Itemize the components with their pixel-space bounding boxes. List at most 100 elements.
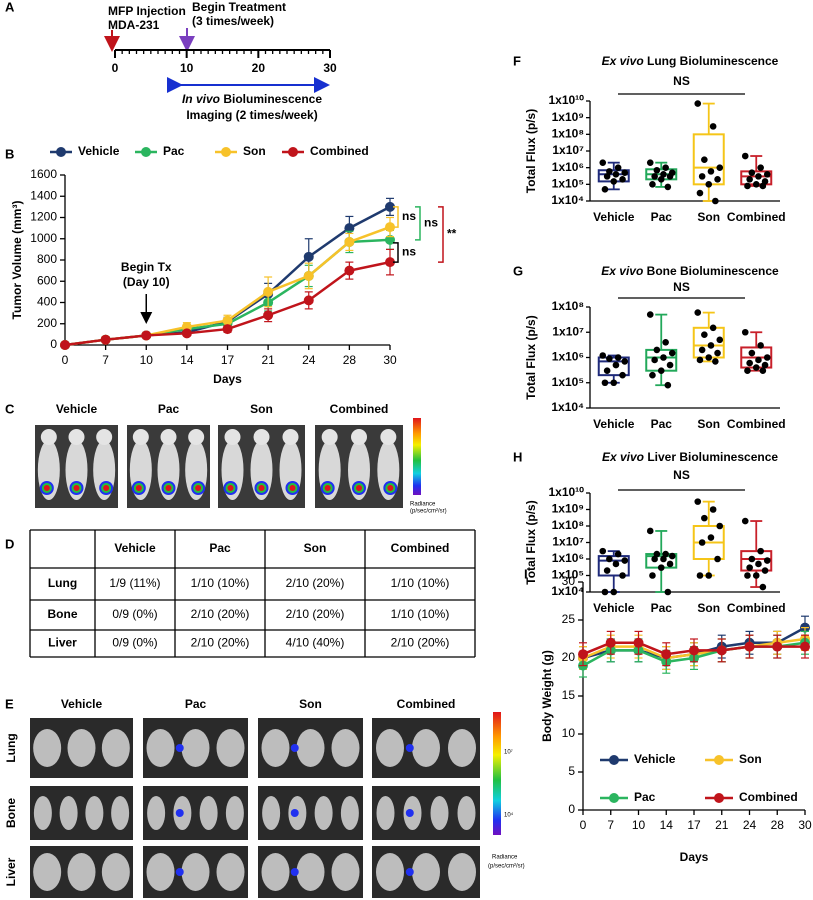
point [603, 567, 611, 574]
tick-label: 10 [180, 61, 194, 75]
cell: 2/10 (20%) [286, 576, 345, 590]
mouse-head [132, 429, 149, 445]
y-tick-label: 1x10⁹ [552, 110, 584, 124]
panel-label: I [524, 566, 528, 581]
point [657, 176, 665, 183]
colorbar-tick: 10⁴ [504, 812, 514, 819]
y-tick-label: 1x10⁸ [552, 127, 584, 141]
cell: 2/10 (20%) [191, 636, 250, 650]
point [601, 379, 609, 387]
imaging-text: Bioluminescence [223, 92, 322, 106]
organ [296, 729, 325, 767]
colorbar [493, 712, 501, 835]
point [763, 170, 771, 178]
y-tick-label: 1x10¹⁰ [548, 93, 584, 107]
significance-bracket [438, 206, 444, 263]
x-tick-label: Vehicle [593, 601, 635, 615]
x-tick-label: Combined [727, 601, 786, 615]
signal [43, 485, 50, 491]
imaging-label: In vivo Bioluminescence [182, 92, 322, 106]
organ [33, 853, 62, 891]
point [757, 164, 764, 171]
injection-label: MFP Injection [108, 4, 186, 18]
point [755, 173, 762, 180]
legend-label: Son [739, 752, 762, 766]
legend-marker [288, 147, 298, 157]
point [748, 169, 756, 176]
title-text: Lung Bioluminescence [647, 54, 779, 68]
cell: 2/10 (20%) [191, 607, 250, 621]
mouse-head [224, 429, 241, 445]
point [612, 361, 620, 369]
legend-marker [221, 147, 231, 157]
point [716, 336, 724, 344]
annotation: Begin Tx [121, 260, 172, 274]
organ [262, 796, 281, 830]
point [605, 637, 616, 648]
organ [216, 729, 245, 767]
point [599, 159, 607, 166]
signal [258, 485, 265, 491]
point [716, 522, 724, 530]
point [646, 527, 654, 535]
point [653, 166, 661, 174]
point [759, 367, 767, 375]
point [599, 352, 607, 359]
cell: 2/10 (20%) [286, 607, 345, 621]
x-tick-label: Pac [651, 210, 673, 224]
colorbar-title: Radiance [410, 502, 436, 508]
legend-marker [141, 147, 151, 157]
x-axis-label: Days [213, 372, 242, 386]
row-header: Bone [48, 607, 78, 621]
x-tick-label: Son [697, 417, 720, 431]
point [744, 641, 755, 652]
organ-label: Lung [4, 733, 18, 762]
point [694, 498, 702, 505]
legend-marker [609, 755, 619, 765]
point [755, 560, 762, 568]
point [759, 583, 767, 591]
mouse-head [68, 429, 85, 445]
panel-label: E [5, 696, 14, 711]
y-tick-label: 1x10⁵ [552, 177, 584, 191]
annotation: NS [673, 280, 690, 294]
y-axis-label: Total Flux (p/s) [524, 500, 538, 584]
cell: 1/9 (11%) [109, 576, 160, 590]
point [601, 588, 609, 596]
panel-label: C [5, 401, 15, 416]
point [612, 560, 620, 568]
organ-label: Liver [4, 857, 18, 886]
injection-label: MDA-231 [108, 18, 160, 32]
organ [376, 796, 395, 830]
point [709, 324, 717, 332]
signal [387, 485, 394, 491]
y-tick-label: 1600 [30, 167, 57, 181]
organ [67, 853, 96, 891]
significance-label: ns [424, 216, 438, 230]
point [757, 342, 764, 349]
group-label: Vehicle [61, 697, 103, 711]
point [621, 557, 629, 564]
x-tick-label: 24 [302, 353, 316, 367]
signal [175, 809, 184, 817]
chart-title: Ex vivo Liver Bioluminescence [602, 450, 778, 464]
point [621, 358, 629, 365]
point [603, 367, 611, 375]
organ [199, 796, 218, 830]
point [705, 354, 713, 361]
point [696, 356, 704, 364]
point [707, 534, 715, 541]
legend-marker [56, 147, 66, 157]
tick-label: 20 [252, 61, 266, 75]
organ [448, 853, 476, 891]
signal [165, 485, 172, 491]
x-tick-label: 28 [771, 818, 785, 832]
point [668, 552, 676, 560]
legend-marker [714, 755, 724, 765]
title-italic: Ex vivo [601, 264, 643, 278]
x-tick-label: Son [697, 210, 720, 224]
significance-bracket [393, 206, 399, 228]
cell: 4/10 (40%) [286, 636, 345, 650]
group-label: Son [250, 402, 273, 416]
